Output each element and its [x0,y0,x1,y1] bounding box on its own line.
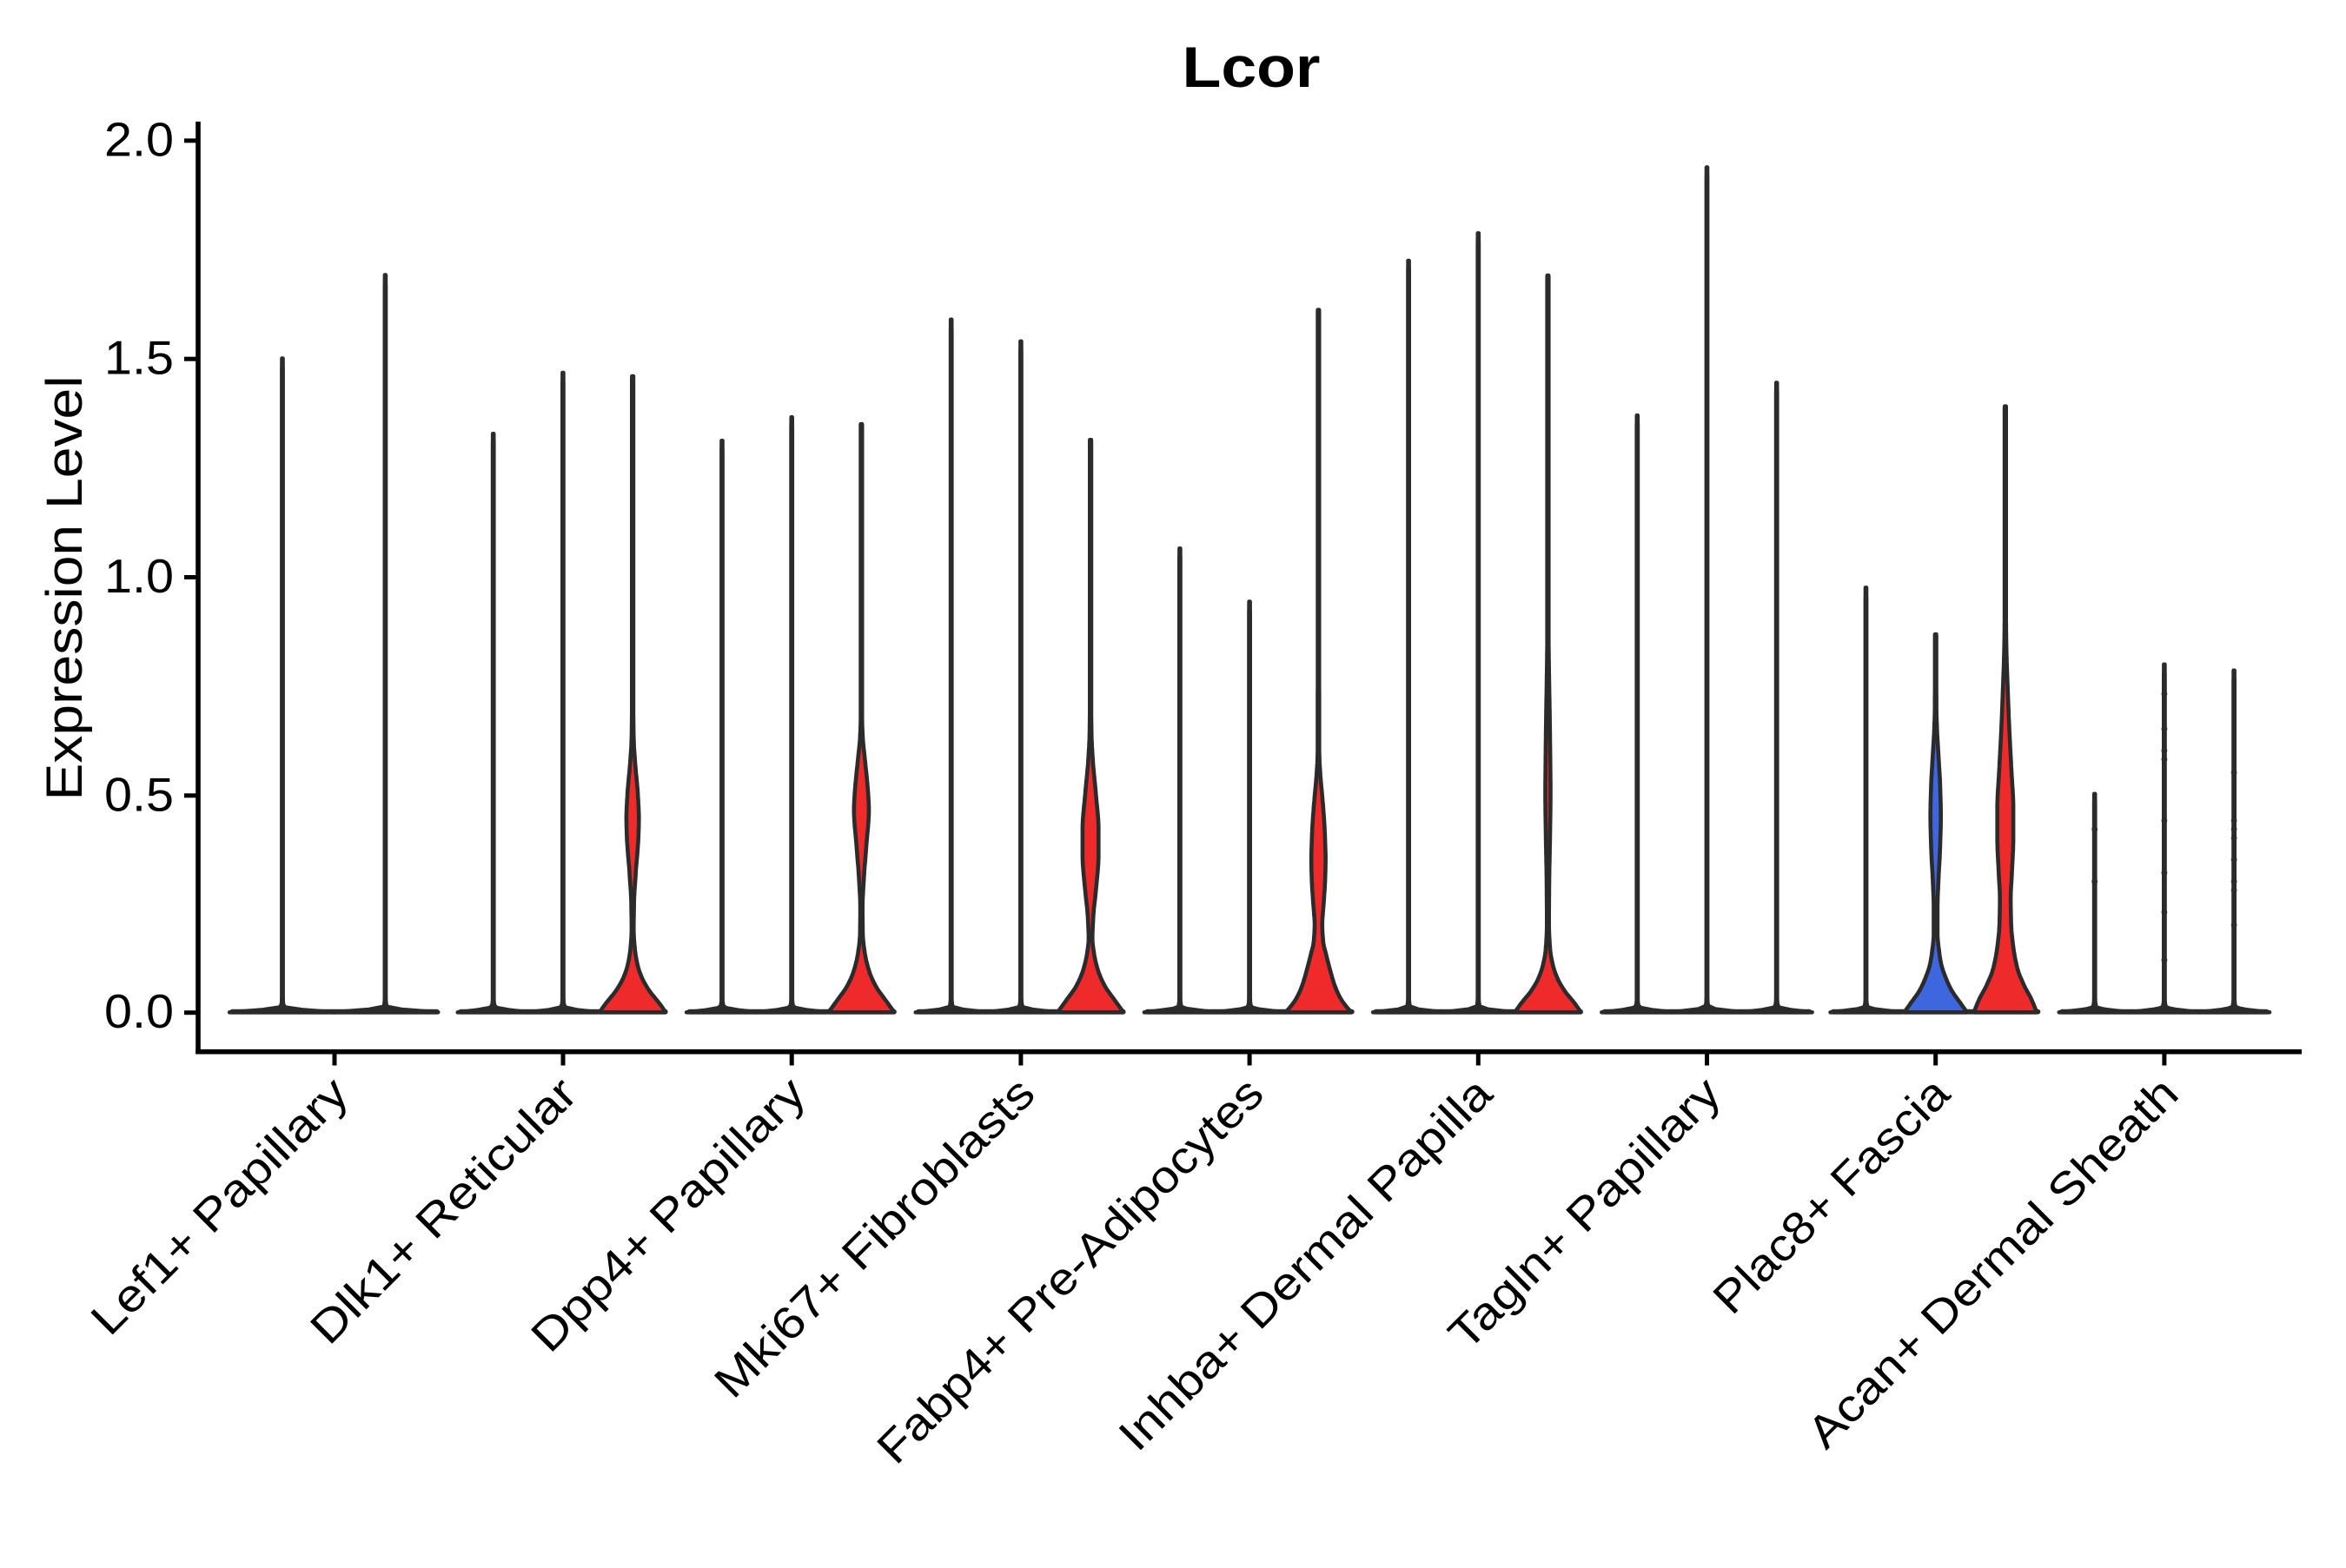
svg-text:1.0: 1.0 [104,550,174,603]
svg-text:Lcor: Lcor [1183,35,1321,99]
svg-text:2.0: 2.0 [104,113,174,166]
svg-text:1.5: 1.5 [104,332,174,385]
svg-text:0.5: 0.5 [104,768,174,821]
svg-text:0.0: 0.0 [104,985,174,1038]
svg-text:Expression Level: Expression Level [36,376,93,801]
